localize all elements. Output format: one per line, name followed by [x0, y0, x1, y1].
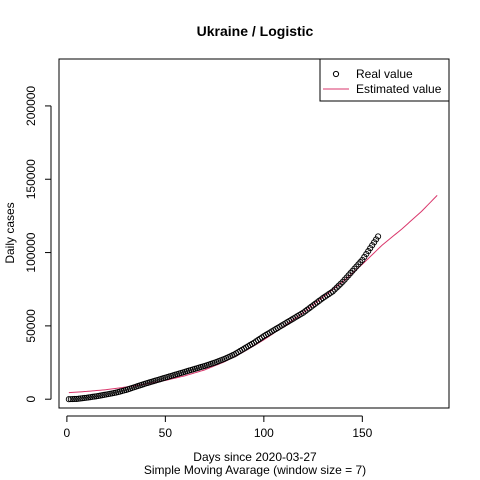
- y-tick-label: 50000: [24, 309, 38, 343]
- real-value-point: [75, 395, 82, 402]
- y-axis-label: Daily cases: [3, 202, 17, 263]
- x-tick-label: 0: [64, 426, 71, 440]
- legend-real-value-marker: [332, 70, 340, 78]
- series-real-value: [65, 233, 382, 403]
- legend-real-value-label: Real value: [356, 67, 413, 81]
- real-value-point: [331, 286, 338, 293]
- real-value-point: [337, 280, 344, 287]
- x-axis-label: Days since 2020-03-27: [193, 450, 317, 464]
- y-tick-label: 150000: [24, 159, 38, 199]
- real-value-point: [67, 396, 74, 403]
- y-tick-label: 0: [24, 396, 38, 403]
- real-value-point: [333, 284, 340, 291]
- legend-estimated-value-label: Estimated value: [356, 82, 442, 96]
- y-tick-label: 200000: [24, 86, 38, 126]
- real-value-point: [81, 394, 88, 402]
- real-value-point: [375, 233, 382, 240]
- legend: Real value Estimated value: [319, 58, 450, 102]
- real-value-point: [79, 395, 86, 402]
- real-value-point: [335, 282, 342, 289]
- real-value-point: [71, 395, 78, 403]
- x-tick-label: 100: [254, 426, 274, 440]
- real-value-point: [77, 395, 84, 402]
- y-tick-label: 100000: [24, 232, 38, 272]
- chart-title: Ukraine / Logistic: [197, 23, 314, 39]
- real-value-point: [69, 396, 76, 403]
- real-value-point: [65, 396, 72, 403]
- real-value-point: [73, 395, 80, 402]
- x-tick-label: 150: [352, 426, 372, 440]
- plot-area-frame: [58, 58, 450, 409]
- x-axis: 0 50 100 150: [64, 415, 373, 440]
- legend-box: [319, 58, 450, 102]
- series-estimated-value: [68, 195, 438, 394]
- estimated-value-line: [68, 195, 438, 394]
- y-axis: 0 50000 100000 150000 200000: [24, 86, 52, 403]
- chart-subtitle: Simple Moving Avarage (window size = 7): [144, 463, 366, 477]
- x-tick-label: 50: [159, 426, 173, 440]
- real-value-point: [329, 288, 336, 295]
